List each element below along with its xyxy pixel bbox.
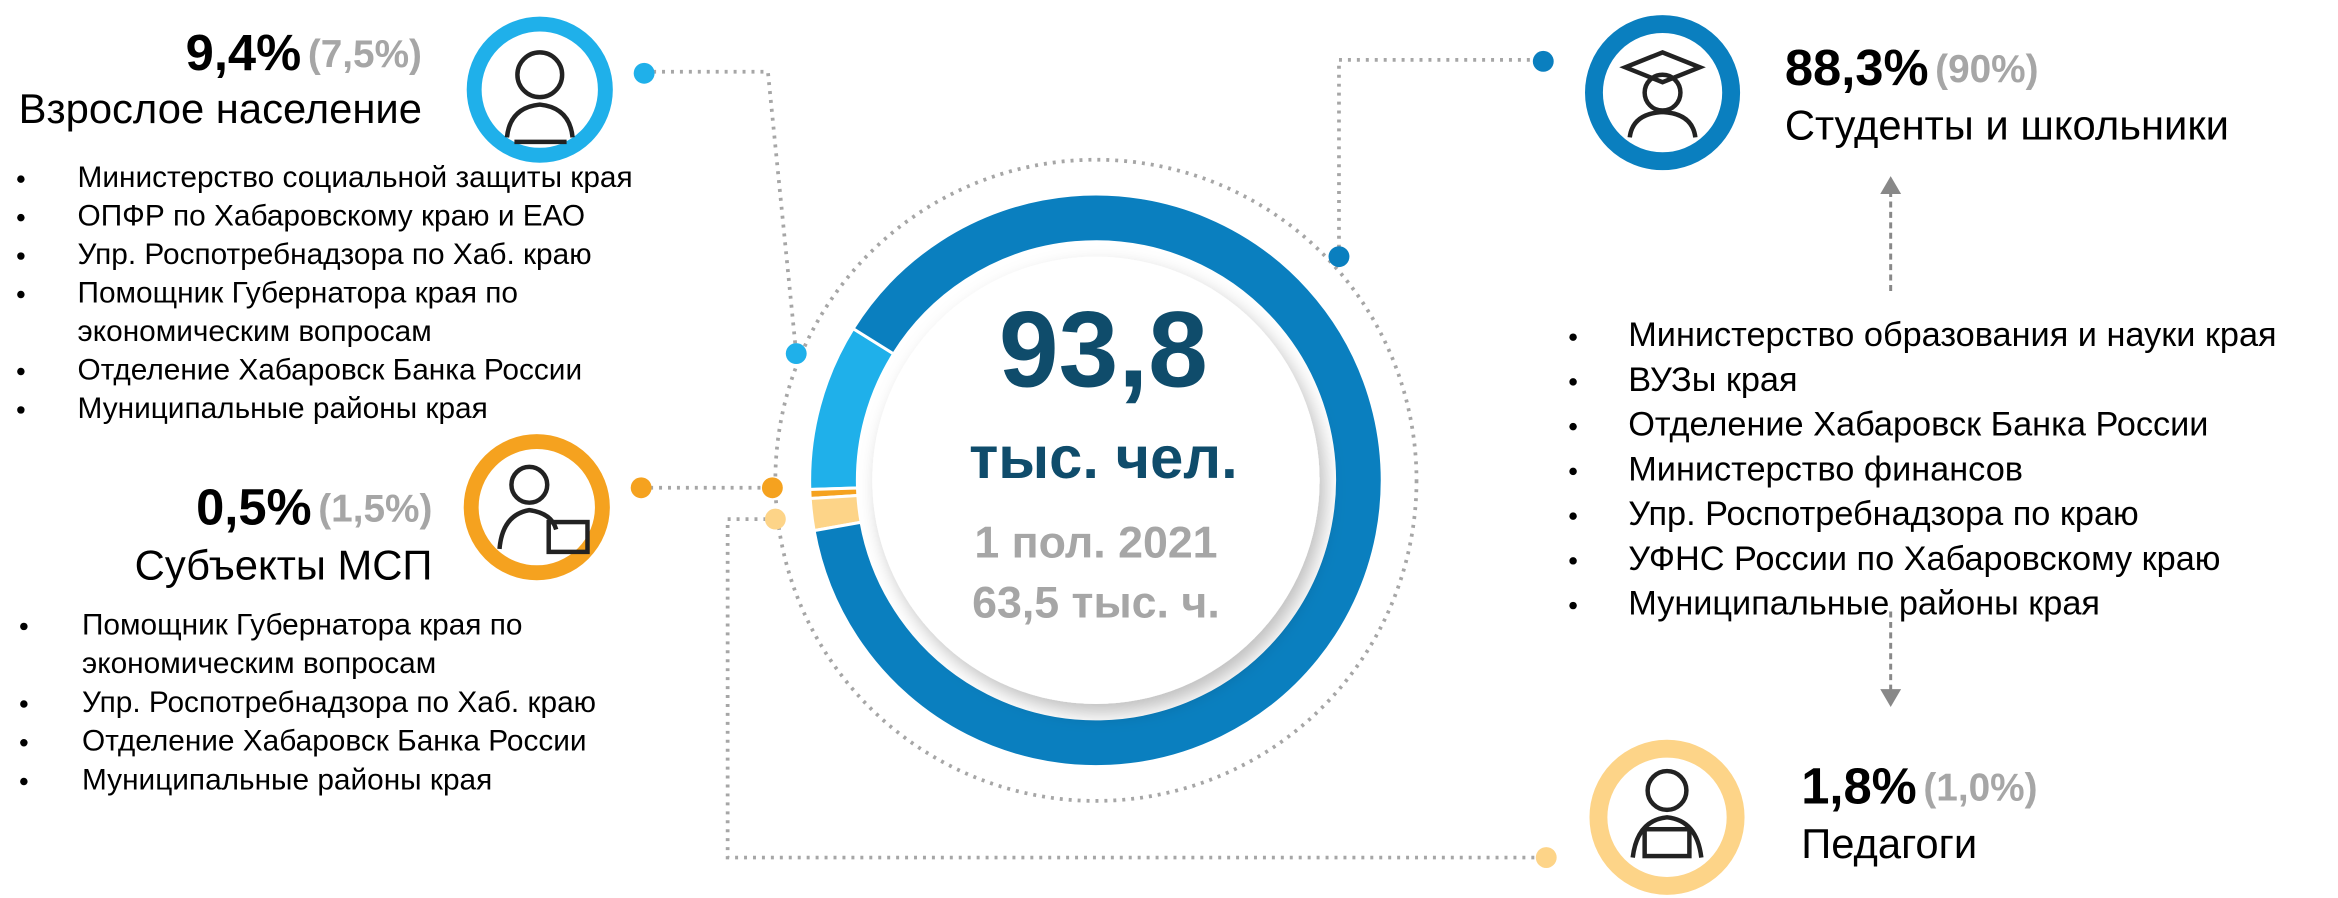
period: 1 пол. 2021 [974, 519, 1217, 568]
dot [785, 343, 807, 365]
share: 9,4% (7,5%) [186, 24, 422, 81]
share-previous: (1,5%) [318, 488, 432, 531]
list-item: Отделение Хабаровск Банка России [82, 725, 587, 758]
dot [630, 477, 652, 499]
icon-business [463, 434, 610, 581]
icon-student [1585, 15, 1741, 171]
bullet [1569, 378, 1577, 386]
bullet [20, 700, 28, 708]
list-item: Министерство образования и науки края [1628, 316, 2276, 354]
list-item: экономическим вопросам [82, 647, 436, 680]
group-name: Субъекты МСП [135, 541, 433, 588]
list-item: Упр. Роспотребнадзора по Хаб. краю [82, 686, 596, 719]
dot [764, 508, 786, 530]
list-item: экономическим вопросам [78, 315, 432, 348]
list-item: Упр. Роспотребнадзора по краю [1628, 495, 2139, 533]
bullet [20, 739, 28, 747]
list-item: УФНС России по Хабаровскому краю [1628, 540, 2220, 578]
bullet [1569, 512, 1577, 520]
list-item: Министерство социальной защиты края [78, 161, 633, 194]
list-item: Помощник Губернатора края по [78, 276, 518, 309]
bullet [20, 622, 28, 631]
icon-adult [466, 16, 613, 163]
bullet [17, 213, 25, 222]
center-disc [872, 256, 1320, 704]
share: 88,3% (90%) [1785, 39, 2039, 96]
share-previous: (7,5%) [308, 33, 422, 76]
connector [644, 69, 799, 354]
list-item: ВУЗы края [1628, 361, 1797, 399]
previous-total: 63,5 тыс. ч. [972, 578, 1220, 627]
bullet [17, 252, 25, 260]
donut [808, 192, 1384, 769]
total: 93,8 [999, 289, 1208, 409]
share-previous: (90%) [1935, 48, 2038, 91]
group-name: Педагоги [1801, 820, 1977, 867]
group-name: Студенты и школьники [1785, 101, 2229, 148]
list-item: ОПФР по Хабаровскому краю и ЕАО [78, 199, 586, 232]
bullet [17, 290, 25, 299]
connector [1337, 57, 1544, 257]
share-value: 0,5% [196, 479, 312, 536]
share: 1,8% (1,0%) [1801, 758, 2037, 815]
bullet [1569, 601, 1577, 610]
list-item: Муниципальные районы края [82, 763, 492, 796]
donut-segment [812, 192, 1384, 769]
connector [725, 517, 1547, 860]
bullet [1569, 422, 1577, 431]
bullet [1569, 557, 1577, 565]
list-item: Министерство финансов [1628, 450, 2023, 488]
share-value: 1,8% [1801, 758, 1917, 815]
dot [761, 477, 783, 499]
list-item: Муниципальные районы края [78, 392, 488, 425]
dot [1532, 50, 1554, 72]
list-item: Отделение Хабаровск Банка России [78, 353, 583, 386]
list-item: Отделение Хабаровск Банка России [1628, 406, 2208, 444]
list-item: Муниципальные районы края [1628, 585, 2100, 623]
bullet [17, 406, 25, 414]
bullet [1569, 467, 1577, 476]
arrow-head [1880, 689, 1902, 707]
bullet [17, 175, 25, 183]
icon-teacher [1589, 739, 1745, 895]
total-unit: тыс. чел. [969, 424, 1238, 491]
outer-ring [773, 157, 1419, 803]
dot [1328, 246, 1350, 268]
list-item: Упр. Роспотребнадзора по Хаб. краю [78, 238, 592, 271]
bullet [1569, 333, 1577, 341]
bullet [20, 777, 28, 786]
share-value: 9,4% [186, 24, 302, 81]
share-value: 88,3% [1785, 39, 1929, 96]
bullet [17, 367, 25, 376]
arrow-head [1880, 176, 1902, 195]
dot [633, 62, 655, 84]
group-name: Взрослое население [19, 85, 422, 132]
share: 0,5% (1,5%) [196, 479, 432, 536]
share-previous: (1,0%) [1923, 767, 2037, 810]
list-item: Помощник Губернатора края по [82, 608, 522, 641]
dot [1535, 847, 1557, 868]
